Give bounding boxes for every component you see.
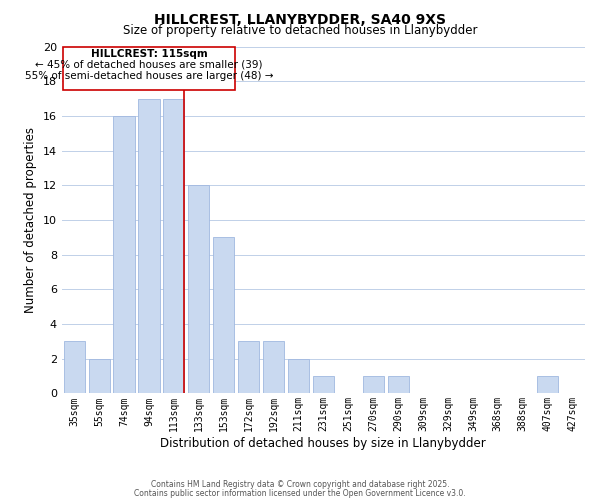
- Text: Size of property relative to detached houses in Llanybydder: Size of property relative to detached ho…: [123, 24, 477, 37]
- X-axis label: Distribution of detached houses by size in Llanybydder: Distribution of detached houses by size …: [161, 437, 486, 450]
- Bar: [64, 342, 85, 394]
- Text: Contains public sector information licensed under the Open Government Licence v3: Contains public sector information licen…: [134, 488, 466, 498]
- Bar: [213, 238, 234, 394]
- Bar: [163, 98, 184, 394]
- Text: ← 45% of detached houses are smaller (39): ← 45% of detached houses are smaller (39…: [35, 60, 263, 70]
- FancyBboxPatch shape: [63, 46, 235, 90]
- Bar: [537, 376, 558, 394]
- Y-axis label: Number of detached properties: Number of detached properties: [24, 127, 37, 313]
- Bar: [362, 376, 384, 394]
- Text: HILLCREST, LLANYBYDDER, SA40 9XS: HILLCREST, LLANYBYDDER, SA40 9XS: [154, 12, 446, 26]
- Bar: [188, 186, 209, 394]
- Bar: [238, 342, 259, 394]
- Bar: [313, 376, 334, 394]
- Bar: [139, 98, 160, 394]
- Text: Contains HM Land Registry data © Crown copyright and database right 2025.: Contains HM Land Registry data © Crown c…: [151, 480, 449, 489]
- Bar: [288, 358, 309, 394]
- Bar: [113, 116, 134, 394]
- Bar: [388, 376, 409, 394]
- Text: 55% of semi-detached houses are larger (48) →: 55% of semi-detached houses are larger (…: [25, 71, 273, 81]
- Bar: [263, 342, 284, 394]
- Text: HILLCREST: 115sqm: HILLCREST: 115sqm: [91, 49, 208, 59]
- Bar: [89, 358, 110, 394]
